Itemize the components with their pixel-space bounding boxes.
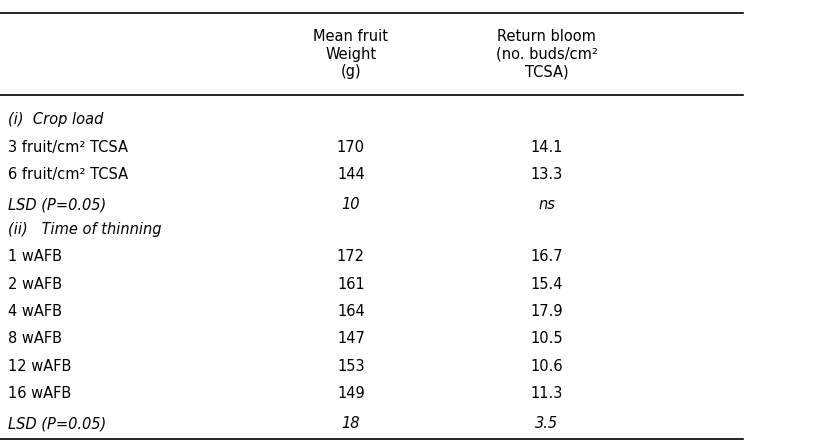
Text: 16.7: 16.7 xyxy=(530,249,563,264)
Text: 170: 170 xyxy=(337,140,365,155)
Text: 17.9: 17.9 xyxy=(530,304,563,319)
Text: Mean fruit
Weight
(g): Mean fruit Weight (g) xyxy=(313,29,388,79)
Text: 13.3: 13.3 xyxy=(530,167,563,182)
Text: 1 wAFB: 1 wAFB xyxy=(8,249,62,264)
Text: 12 wAFB: 12 wAFB xyxy=(8,359,72,374)
Text: 147: 147 xyxy=(337,332,365,347)
Text: 161: 161 xyxy=(337,277,365,292)
Text: 3 fruit/cm² TCSA: 3 fruit/cm² TCSA xyxy=(8,140,128,155)
Text: 3.5: 3.5 xyxy=(535,416,558,431)
Text: 164: 164 xyxy=(337,304,365,319)
Text: 2 wAFB: 2 wAFB xyxy=(8,277,62,292)
Text: 10: 10 xyxy=(342,197,360,212)
Text: 18: 18 xyxy=(342,416,360,431)
Text: ns: ns xyxy=(539,197,555,212)
Text: 8 wAFB: 8 wAFB xyxy=(8,332,62,347)
Text: 11.3: 11.3 xyxy=(530,386,563,401)
Text: 15.4: 15.4 xyxy=(530,277,563,292)
Text: 4 wAFB: 4 wAFB xyxy=(8,304,62,319)
Text: 16 wAFB: 16 wAFB xyxy=(8,386,72,401)
Text: 144: 144 xyxy=(337,167,365,182)
Text: 153: 153 xyxy=(337,359,365,374)
Text: (i)  Crop load: (i) Crop load xyxy=(8,112,104,127)
Text: Return bloom
(no. buds/cm²
TCSA): Return bloom (no. buds/cm² TCSA) xyxy=(496,29,597,79)
Text: 172: 172 xyxy=(337,249,365,264)
Text: 10.5: 10.5 xyxy=(530,332,563,347)
Text: 6 fruit/cm² TCSA: 6 fruit/cm² TCSA xyxy=(8,167,128,182)
Text: 10.6: 10.6 xyxy=(530,359,563,374)
Text: 14.1: 14.1 xyxy=(530,140,563,155)
Text: 149: 149 xyxy=(337,386,365,401)
Text: LSD (P=0.05): LSD (P=0.05) xyxy=(8,416,106,431)
Text: (ii)   Time of thinning: (ii) Time of thinning xyxy=(8,222,162,237)
Text: LSD (P=0.05): LSD (P=0.05) xyxy=(8,197,106,212)
